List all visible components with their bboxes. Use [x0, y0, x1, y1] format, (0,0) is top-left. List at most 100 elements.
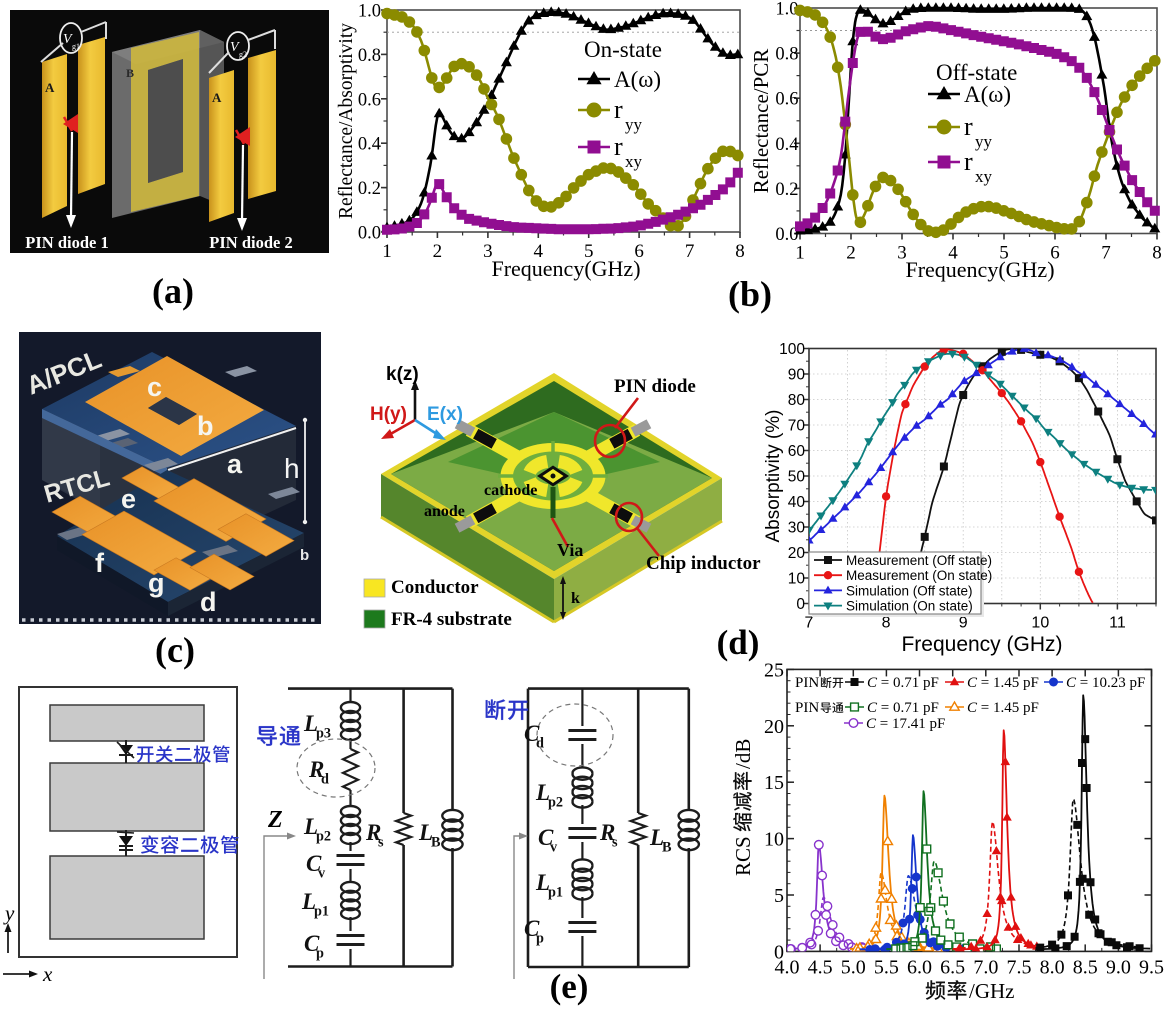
svg-text:5: 5 [999, 243, 1009, 264]
svg-text:cathode: cathode [484, 482, 537, 499]
svg-text:9.5: 9.5 [1139, 956, 1164, 978]
svg-text:7: 7 [805, 615, 814, 632]
svg-text:e: e [121, 484, 136, 514]
svg-text:C: C [524, 721, 540, 746]
svg-text:v: v [318, 865, 326, 881]
svg-text:R: R [365, 820, 381, 845]
svg-text:1.0: 1.0 [358, 2, 381, 22]
svg-text:Conductor: Conductor [391, 577, 479, 598]
svg-text:d: d [200, 587, 217, 617]
svg-text:L: L [535, 870, 550, 895]
svg-text:H(y): H(y) [370, 404, 407, 425]
svg-text:4: 4 [948, 243, 958, 264]
svg-text:r: r [614, 132, 623, 161]
svg-text:PIN diode 2: PIN diode 2 [209, 233, 292, 252]
svg-text:0.2: 0.2 [358, 179, 381, 199]
svg-text:3: 3 [483, 241, 493, 262]
svg-text:L: L [303, 711, 318, 736]
svg-text:1.0: 1.0 [775, 0, 798, 20]
svg-text:(e): (e) [550, 967, 589, 1006]
svg-text:s: s [378, 834, 384, 850]
svg-text:y: y [3, 901, 15, 925]
svg-text:Reflectance/PCR: Reflectance/PCR [749, 49, 773, 194]
svg-text:5: 5 [774, 885, 784, 907]
svg-text:0.0: 0.0 [358, 224, 381, 244]
svg-text:80: 80 [788, 392, 806, 409]
svg-text:60: 60 [788, 443, 806, 460]
svg-text:r: r [964, 147, 973, 176]
svg-text:A: A [212, 90, 222, 105]
svg-text:6.5: 6.5 [940, 956, 965, 978]
svg-text:20: 20 [788, 545, 806, 562]
svg-text:E(x): E(x) [427, 404, 463, 425]
svg-text:15: 15 [764, 772, 784, 794]
svg-text:/dB: /dB [731, 739, 755, 769]
svg-text:k: k [571, 590, 580, 607]
svg-text:x: x [42, 962, 53, 986]
svg-text:0.8: 0.8 [358, 46, 381, 66]
svg-text:p: p [316, 945, 324, 961]
svg-text:(a): (a) [152, 271, 194, 311]
svg-text:V: V [230, 40, 240, 55]
svg-text:r: r [614, 95, 623, 124]
svg-text:B: B [431, 834, 441, 850]
svg-text:C = 10.23 pF: C = 10.23 pF [1066, 675, 1145, 691]
svg-text:9: 9 [959, 615, 968, 632]
svg-text:yy: yy [625, 115, 643, 134]
svg-text:Measurement (Off state): Measurement (Off state) [846, 553, 992, 568]
svg-text:p1: p1 [314, 903, 329, 919]
svg-text:FR-4 substrate: FR-4 substrate [391, 609, 512, 630]
svg-text:p1: p1 [548, 884, 563, 900]
svg-text:5.5: 5.5 [874, 956, 899, 978]
svg-text:Frequency (GHz): Frequency (GHz) [901, 633, 1062, 656]
svg-text:b: b [300, 547, 309, 564]
svg-text:r: r [964, 112, 973, 141]
svg-text:h: h [284, 453, 300, 484]
svg-text:R: R [599, 820, 615, 845]
svg-text:A: A [45, 80, 55, 95]
svg-text:1: 1 [795, 243, 805, 264]
svg-text:4: 4 [534, 241, 544, 262]
svg-text:L: L [301, 889, 316, 914]
svg-text:B: B [126, 66, 134, 80]
svg-text:s: s [612, 834, 618, 850]
svg-text:A(ω): A(ω) [614, 67, 661, 92]
svg-text:C: C [538, 825, 554, 850]
svg-text:p2: p2 [316, 828, 331, 844]
svg-text:xy: xy [975, 167, 993, 186]
svg-text:C = 1.45 pF: C = 1.45 pF [967, 700, 1039, 716]
svg-text:L: L [303, 814, 318, 839]
svg-text:Z: Z [267, 807, 283, 833]
svg-text:L: L [649, 825, 664, 850]
svg-text:Off-state: Off-state [936, 60, 1017, 85]
svg-text:0.4: 0.4 [775, 135, 798, 155]
svg-text:6: 6 [1050, 243, 1060, 264]
svg-text:g1: g1 [72, 42, 80, 51]
svg-text:3: 3 [897, 243, 907, 264]
svg-text:p3: p3 [316, 725, 331, 741]
svg-text:0.2: 0.2 [775, 180, 798, 200]
svg-text:100: 100 [779, 341, 805, 358]
svg-text:10: 10 [764, 829, 784, 851]
svg-text:5: 5 [584, 241, 594, 262]
svg-text:2: 2 [433, 241, 443, 262]
svg-text:C = 17.41 pF: C = 17.41 pF [866, 716, 945, 732]
svg-text:0.6: 0.6 [775, 90, 798, 110]
svg-text:0: 0 [774, 941, 784, 963]
svg-text:/GHz: /GHz [969, 979, 1015, 1003]
svg-text:g2: g2 [239, 50, 247, 59]
svg-text:anode: anode [424, 503, 465, 520]
svg-text:V: V [63, 32, 73, 47]
svg-text:Absorptivity (%): Absorptivity (%) [763, 409, 784, 542]
svg-text:L: L [418, 820, 433, 845]
svg-text:f: f [95, 548, 105, 578]
svg-text:p: p [536, 930, 544, 946]
svg-text:C = 0.71 pF: C = 0.71 pF [867, 675, 939, 691]
svg-text:8.5: 8.5 [1073, 956, 1098, 978]
svg-text:C: C [306, 851, 322, 876]
svg-text:10: 10 [1031, 615, 1049, 632]
svg-text:d: d [321, 771, 329, 787]
svg-text:7.0: 7.0 [973, 956, 998, 978]
svg-text:Simulation (Off state): Simulation (Off state) [846, 583, 973, 598]
svg-text:A(ω): A(ω) [964, 82, 1011, 107]
